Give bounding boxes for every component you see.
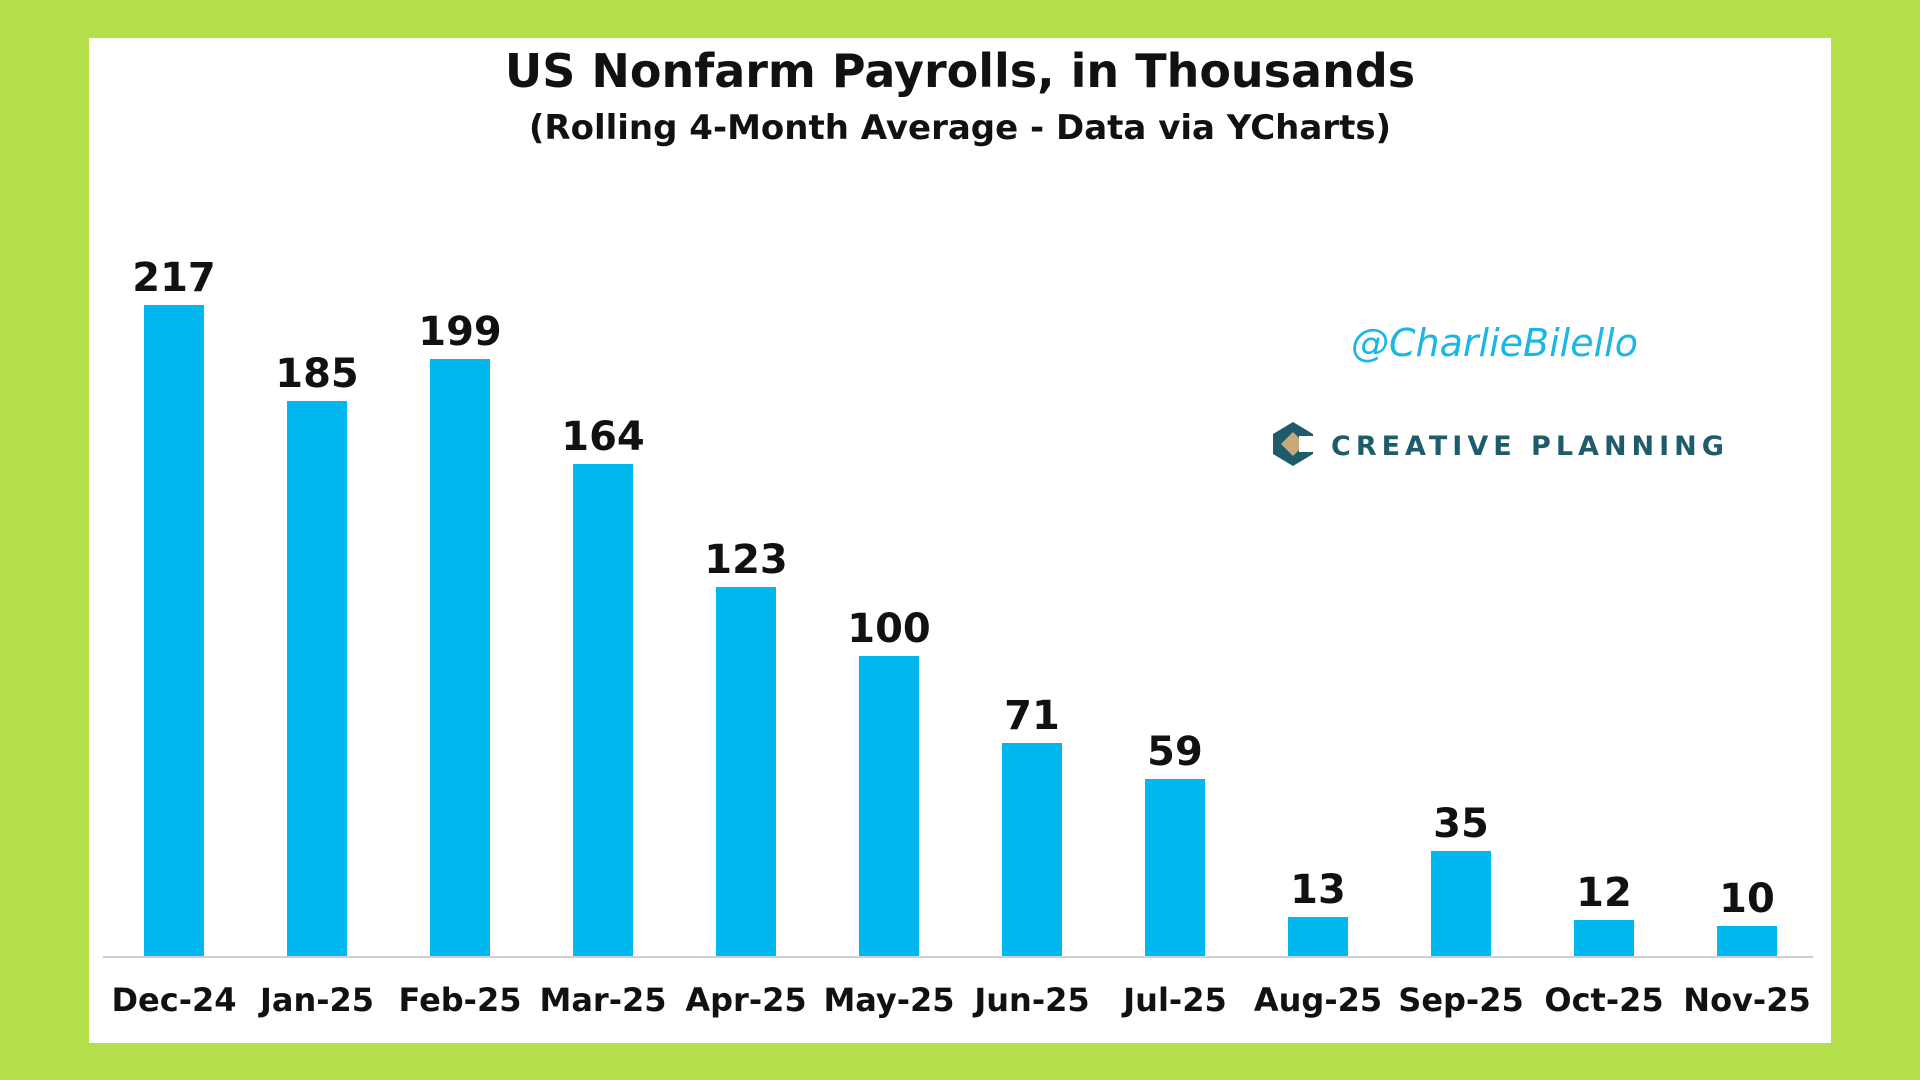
bar-sep-25 xyxy=(1431,851,1491,956)
x-tick-label: May-25 xyxy=(823,981,954,1019)
data-label: 164 xyxy=(561,414,645,460)
data-label: 123 xyxy=(704,537,788,583)
x-tick-label: Jun-25 xyxy=(972,981,1089,1019)
data-label: 100 xyxy=(847,606,931,652)
x-tick-label: Jul-25 xyxy=(1121,981,1226,1019)
bar-jan-25 xyxy=(287,401,347,956)
bar-aug-25 xyxy=(1288,917,1348,956)
x-tick-label: Nov-25 xyxy=(1683,981,1810,1019)
x-tick-label: Dec-24 xyxy=(111,981,236,1019)
bar-chart: 217 Dec-24 185 Jan-25 199 Feb-25 164 Mar-25 123 A… xyxy=(103,255,1813,1019)
x-tick-label: Jan-25 xyxy=(258,981,374,1019)
x-tick-label: Apr-25 xyxy=(685,981,806,1019)
bar-oct-25 xyxy=(1574,920,1634,956)
bar-feb-25 xyxy=(430,359,490,956)
x-tick-label: Mar-25 xyxy=(539,981,666,1019)
data-label: 10 xyxy=(1719,876,1775,922)
chart-title: US Nonfarm Payrolls, in Thousands xyxy=(504,44,1416,98)
chart-panel: US Nonfarm Payrolls, in Thousands (Rolli… xyxy=(89,38,1831,1043)
bar-jun-25 xyxy=(1002,743,1062,956)
chart-subtitle: (Rolling 4-Month Average - Data via YCha… xyxy=(528,108,1392,148)
data-label: 35 xyxy=(1433,801,1489,847)
x-tick-label: Oct-25 xyxy=(1544,981,1663,1019)
bar-dec-24 xyxy=(144,305,204,956)
x-tick-label: Sep-25 xyxy=(1398,981,1523,1019)
author-handle: @CharlieBilello xyxy=(1351,321,1638,365)
creative-planning-logo-icon xyxy=(1269,420,1317,472)
bar-nov-25 xyxy=(1717,926,1777,956)
brand-name: CREATIVE PLANNING xyxy=(1331,430,1729,462)
data-label: 185 xyxy=(275,351,359,397)
data-label: 13 xyxy=(1290,867,1346,913)
data-label: 199 xyxy=(418,309,502,355)
data-label: 71 xyxy=(1004,693,1060,739)
bar-mar-25 xyxy=(573,464,633,956)
data-label: 59 xyxy=(1147,729,1203,775)
brand-logo: CREATIVE PLANNING xyxy=(1269,420,1729,472)
bar-apr-25 xyxy=(716,587,776,956)
x-tick-label: Aug-25 xyxy=(1254,981,1382,1019)
data-label: 12 xyxy=(1576,870,1632,916)
x-tick-label: Feb-25 xyxy=(399,981,522,1019)
data-label: 217 xyxy=(132,255,216,301)
bar-may-25 xyxy=(859,656,919,956)
bar-jul-25 xyxy=(1145,779,1205,956)
